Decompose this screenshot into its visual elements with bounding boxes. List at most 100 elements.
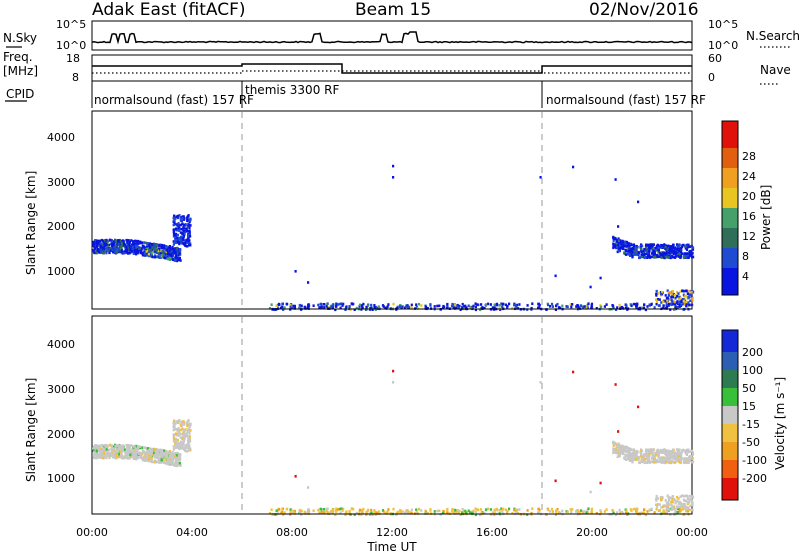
power-point xyxy=(361,304,364,307)
velocity-point xyxy=(650,448,653,451)
velocity-point xyxy=(188,425,191,429)
velocity-point xyxy=(489,508,492,511)
velocity-point xyxy=(493,508,496,512)
velocity-point xyxy=(652,457,655,460)
velocity-point xyxy=(141,456,144,460)
power-point xyxy=(151,255,154,259)
velocity-point xyxy=(595,512,598,515)
velocity-point xyxy=(178,445,181,449)
power-point xyxy=(530,306,533,310)
velocity-point xyxy=(465,511,468,514)
power-point xyxy=(452,306,455,309)
velocity-point xyxy=(373,511,376,514)
velocity-point xyxy=(133,450,136,454)
cpid-label: CPID xyxy=(6,87,34,101)
date-label: 02/Nov/2016 xyxy=(589,0,699,20)
power-point xyxy=(689,251,692,254)
velocity-point xyxy=(467,509,470,513)
power-point xyxy=(174,217,177,220)
power-point xyxy=(664,245,667,249)
power-point xyxy=(323,306,326,309)
power-point xyxy=(400,306,403,309)
power-point xyxy=(268,307,272,310)
velocity-point xyxy=(676,495,679,499)
power-point xyxy=(104,250,107,254)
velocity-point xyxy=(666,510,669,514)
power-point xyxy=(152,246,155,250)
velocity-point xyxy=(685,461,688,464)
power-point xyxy=(667,294,670,297)
velocity-point xyxy=(184,446,187,449)
velocity-point xyxy=(160,451,163,455)
velocity-point xyxy=(179,453,182,456)
power-point xyxy=(344,308,347,311)
velocity-point xyxy=(137,452,141,456)
power-point xyxy=(655,298,658,302)
x-axis-label: Time UT xyxy=(366,540,417,554)
power-point xyxy=(174,259,177,262)
velocity-point xyxy=(108,448,111,452)
velocity-point xyxy=(146,452,149,456)
power-point xyxy=(179,223,182,227)
velocity-point xyxy=(155,453,159,456)
velocity-point xyxy=(686,509,689,513)
velocity-point xyxy=(587,507,590,510)
velocity-point xyxy=(635,456,638,459)
velocity-point xyxy=(476,508,479,511)
power-point xyxy=(174,256,177,260)
power-point xyxy=(105,247,109,250)
vel-ytick-1000: 1000 xyxy=(47,472,75,485)
velocity-point xyxy=(654,451,657,455)
power-point xyxy=(181,217,184,220)
velocity-point xyxy=(275,509,278,513)
radar-title: Adak East (fitACF) xyxy=(92,0,246,20)
velocity-point xyxy=(514,509,518,513)
power-point xyxy=(175,249,178,252)
velocity-point xyxy=(657,451,660,455)
power-point xyxy=(539,176,542,179)
velocity-point xyxy=(173,419,176,423)
velocity-point xyxy=(660,461,663,464)
velocity-point xyxy=(684,457,687,460)
velocity-point xyxy=(682,494,685,498)
power-point xyxy=(189,217,192,221)
power-point xyxy=(599,276,602,280)
velocity-point xyxy=(318,511,321,514)
power-point xyxy=(576,304,580,307)
power-point xyxy=(666,255,669,258)
power-point xyxy=(156,251,159,255)
velocity-point xyxy=(677,449,680,453)
power-point xyxy=(617,225,620,228)
velocity-point xyxy=(151,460,154,464)
power-point xyxy=(657,246,660,250)
velocity-point xyxy=(139,456,142,460)
velocity-point xyxy=(141,449,144,453)
velocity-point xyxy=(172,428,175,432)
velocity-point xyxy=(677,454,680,458)
power-point xyxy=(131,248,134,251)
velocity-point xyxy=(671,454,674,457)
power-point xyxy=(177,258,180,262)
power-point xyxy=(94,239,97,242)
velocity-point xyxy=(163,449,166,452)
power-point xyxy=(625,306,628,310)
power-point xyxy=(99,246,103,249)
power-point xyxy=(126,241,129,244)
velocity-point xyxy=(117,453,121,456)
velocity-point xyxy=(612,447,615,451)
power-point xyxy=(590,304,593,307)
power-point xyxy=(685,304,688,308)
power-cbar-tick-8: 8 xyxy=(742,250,749,263)
velocity-point xyxy=(590,509,593,512)
power-point xyxy=(293,304,296,308)
velocity-point xyxy=(319,507,322,511)
freq-unit-label: [MHz] xyxy=(3,64,38,78)
power-point xyxy=(665,252,668,256)
power-point xyxy=(161,250,164,253)
velocity-point xyxy=(135,444,138,448)
velocity-point xyxy=(186,439,190,443)
power-point xyxy=(624,253,628,256)
velocity-point xyxy=(99,451,103,454)
power-point xyxy=(182,229,185,233)
power-point xyxy=(291,306,294,310)
